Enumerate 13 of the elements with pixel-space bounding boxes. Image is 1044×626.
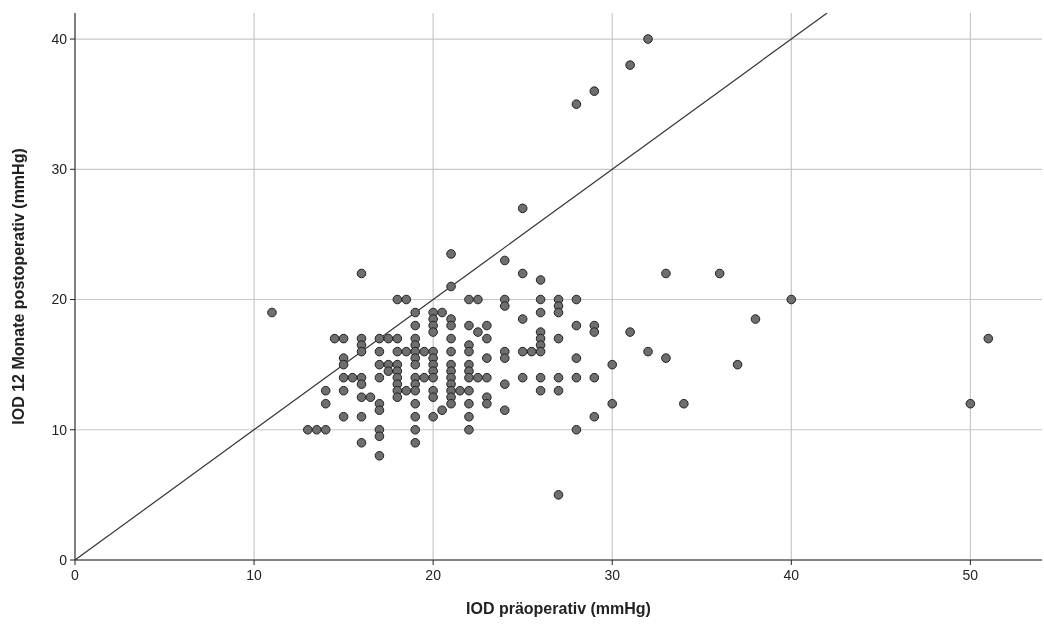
x-tick-label: 10 [246, 567, 263, 583]
x-tick-label: 50 [962, 567, 979, 583]
x-axis-title: IOD präoperativ (mmHg) [466, 600, 651, 617]
y-tick-label: 30 [51, 161, 68, 178]
y-tick-label: 20 [51, 291, 68, 308]
x-tick-label: 0 [71, 567, 80, 583]
y-tick-label: 40 [51, 30, 68, 47]
y-tick-label: 10 [51, 421, 68, 438]
x-tick-label: 40 [783, 567, 800, 583]
x-tick-label: 20 [425, 567, 442, 583]
y-axis-title: IOD 12 Monate postoperativ (mmHg) [10, 148, 27, 425]
y-tick-label: 0 [59, 551, 68, 568]
x-tick-label: 30 [604, 567, 621, 583]
